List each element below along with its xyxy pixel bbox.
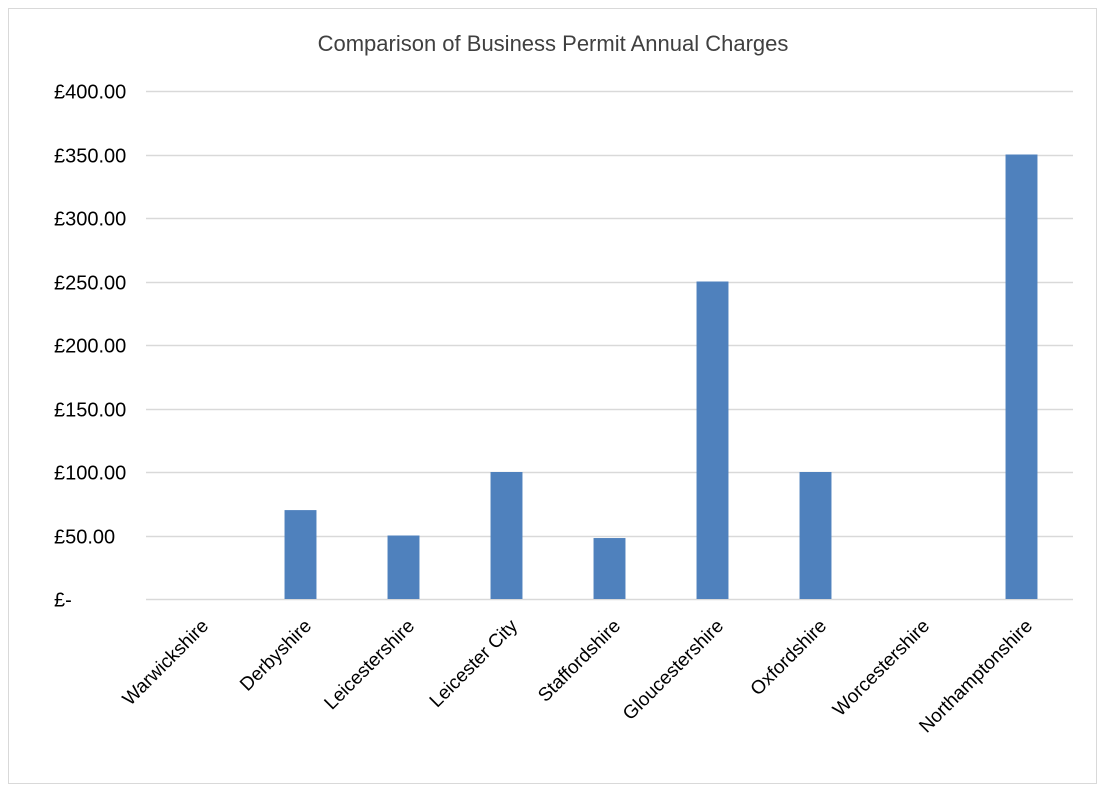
chart-frame <box>8 8 1097 784</box>
bar <box>387 535 420 599</box>
y-tick-label: £- <box>54 590 72 612</box>
y-tick-label: £250.00 <box>54 273 126 295</box>
x-tick-label: Worcestershire <box>829 616 934 721</box>
chart-title: Comparison of Business Permit Annual Cha… <box>318 31 789 56</box>
bar <box>490 472 523 599</box>
y-tick-label: £150.00 <box>54 400 126 422</box>
x-tick-label: Oxfordshire <box>747 616 831 700</box>
x-axis-category-labels: Warwickshire Derbyshire Leicestershire Leic… <box>119 615 1037 737</box>
y-tick-label: £100.00 <box>54 463 126 485</box>
bar <box>799 472 832 599</box>
bar <box>1005 154 1038 599</box>
y-tick-label: £300.00 <box>54 209 126 231</box>
x-tick-label: Warwickshire <box>119 616 213 710</box>
bars <box>284 154 1038 599</box>
y-tick-label: £350.00 <box>54 146 126 168</box>
x-tick-label: Leicester City <box>426 615 523 712</box>
y-tick-label: £200.00 <box>54 336 126 358</box>
x-tick-label: Staffordshire <box>534 616 625 707</box>
x-tick-label: Leicestershire <box>321 616 419 714</box>
bar <box>593 538 626 599</box>
y-tick-label: £400.00 <box>54 82 126 104</box>
bar <box>284 510 317 599</box>
x-tick-label: Northamptonshire <box>915 616 1037 738</box>
x-tick-label: Derbyshire <box>236 616 316 696</box>
bar <box>696 281 729 599</box>
y-tick-label: £50.00 <box>54 527 115 549</box>
x-tick-label: Gloucestershire <box>619 616 728 725</box>
y-axis-tick-labels: £- £50.00 £100.00 £150.00 £200.00 £250.00 £300… <box>54 82 126 612</box>
